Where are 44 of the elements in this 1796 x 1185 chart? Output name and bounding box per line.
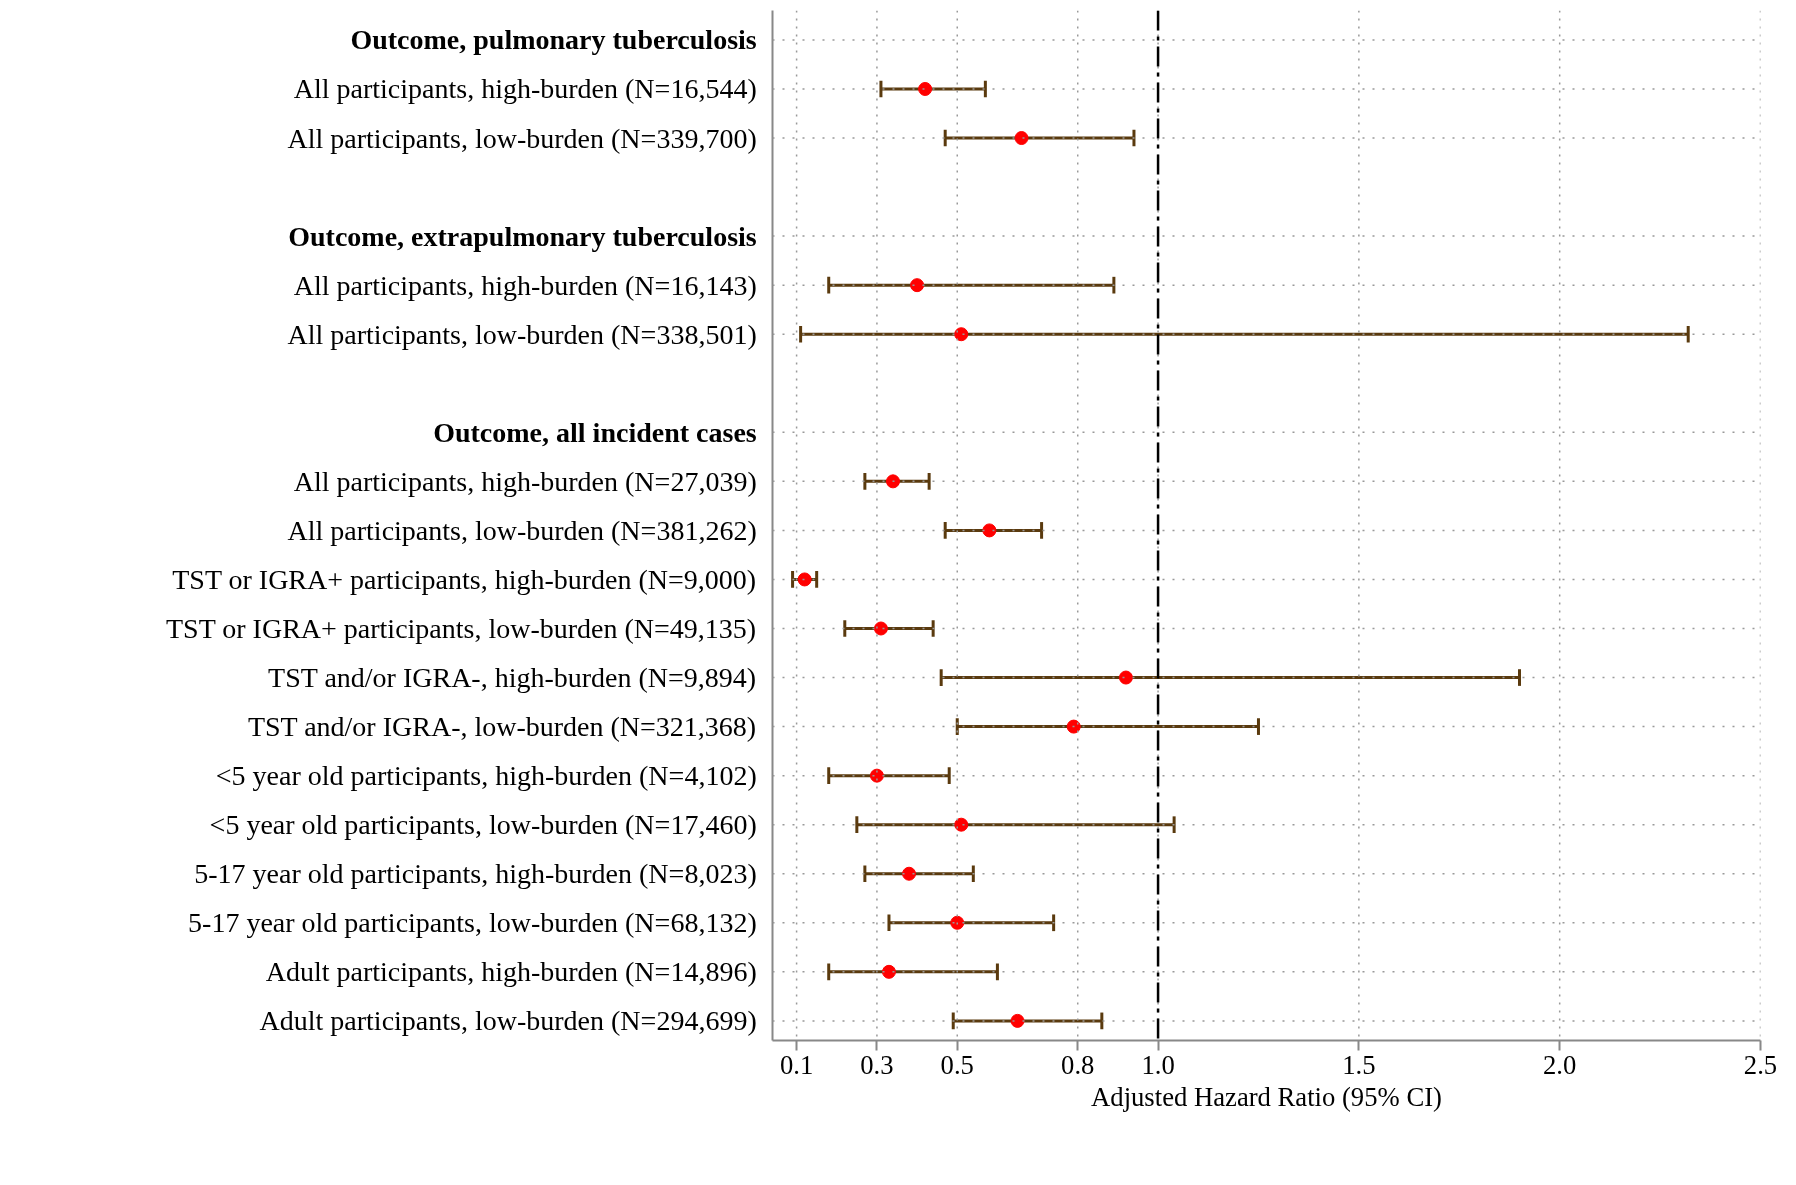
y-tick-label: Outcome, all incident cases xyxy=(433,416,757,448)
x-tick-label: 0.3 xyxy=(860,1049,894,1080)
point xyxy=(1014,131,1029,146)
point xyxy=(910,278,925,293)
y-tick-label: TST and/or IGRA-, high-burden (N=9,894) xyxy=(268,662,757,694)
y-tick-label: Outcome, extrapulmonary tuberculosis xyxy=(288,220,757,252)
point xyxy=(873,621,888,636)
y-tick-label: Adult participants, low-burden (N=294,699) xyxy=(259,1005,757,1037)
point xyxy=(954,817,969,832)
x-tick-label: 0.8 xyxy=(1061,1049,1095,1080)
x-tick-label: 0.5 xyxy=(940,1049,974,1080)
y-tick-label: All participants, low-burden (N=339,700) xyxy=(287,122,757,154)
y-tick-label: 5-17 year old participants, low-burden (N=68,132) xyxy=(188,907,757,939)
point xyxy=(950,915,965,930)
y-tick-label: All participants, high-burden (N=27,039) xyxy=(293,465,757,497)
point xyxy=(869,768,884,783)
y-tick-label: All participants, low-burden (N=381,262) xyxy=(287,514,757,546)
y-tick-label: 5-17 year old participants, high-burden (N=8,023) xyxy=(194,858,757,890)
point xyxy=(885,474,900,489)
point xyxy=(1066,719,1081,734)
x-axis-title: Adjusted Hazard Ratio (95% CI) xyxy=(1091,1081,1442,1112)
y-tick-label: TST or IGRA+ participants, high-burden (N=9,000) xyxy=(172,563,757,595)
x-tick-label: 0.1 xyxy=(779,1049,814,1080)
point xyxy=(954,327,969,342)
point xyxy=(982,523,997,538)
x-tick-label: 1.5 xyxy=(1342,1049,1376,1080)
y-tick-label: TST or IGRA+ participants, low-burden (N=49,135) xyxy=(166,613,757,644)
x-tick-label: 2.0 xyxy=(1543,1049,1577,1080)
point xyxy=(881,964,896,979)
point xyxy=(1010,1013,1025,1028)
x-tick-label: 1.0 xyxy=(1141,1049,1175,1080)
y-tick-label: All participants, low-burden (N=338,501) xyxy=(287,318,757,350)
y-tick-label: <5 year old participants, low-burden (N=17,460) xyxy=(209,809,757,841)
y-tick-label: Adult participants, high-burden (N=14,896) xyxy=(265,956,757,988)
y-tick-label: <5 year old participants, high-burden (N=4,102) xyxy=(215,760,757,792)
x-tick-label: 2.5 xyxy=(1743,1049,1778,1080)
y-tick-label: All participants, high-burden (N=16,143) xyxy=(293,269,757,301)
point xyxy=(1118,670,1133,685)
y-tick-label: All participants, high-burden (N=16,544) xyxy=(293,73,757,105)
y-tick-label: TST and/or IGRA-, low-burden (N=321,368) xyxy=(247,711,757,743)
y-tick-label: Outcome, pulmonary tuberculosis xyxy=(350,24,757,56)
point xyxy=(918,81,933,96)
point xyxy=(902,866,917,881)
point xyxy=(797,572,812,587)
